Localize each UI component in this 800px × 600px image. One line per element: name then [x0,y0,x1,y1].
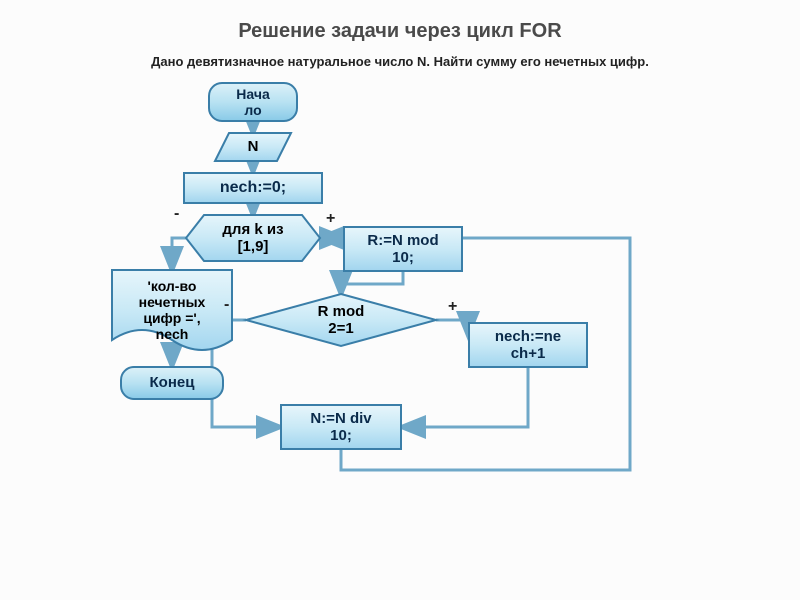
arrow-mod10-to-cond [341,272,403,294]
node-loop: для k из[1,9] [186,215,320,261]
node-increment: nech:=nech+1 [468,322,588,368]
node-start-label: Начало [236,86,269,118]
node-condition: R mod2=1 [246,294,436,346]
page-title: Решение задачи через цикл FOR [0,20,800,43]
arrow-cond-to-inc [436,320,468,335]
page-subtitle: Дано девятизначное натуральное число N. … [0,54,800,69]
node-condition-label: R mod2=1 [318,303,365,338]
node-end: Конец [120,366,224,400]
node-init: nech:=0; [183,172,323,204]
node-output-label: 'кол-вонечетныхцифр =',nech [139,278,206,342]
node-init-label: nech:=0; [220,179,286,197]
node-input-n-label: N [248,138,259,155]
node-mod10-label: R:=N mod10; [367,232,438,267]
node-div10-label: N:=N div10; [310,410,371,445]
arrow-inc-to-div10 [402,368,528,427]
node-mod10: R:=N mod10; [343,226,463,272]
node-start: Начало [208,82,298,122]
label-cond-minus: - [224,296,229,314]
label-cond-plus: + [448,298,457,316]
node-input-n: N [215,133,291,161]
arrow-loop-to-output [172,238,186,270]
node-div10: N:=N div10; [280,404,402,450]
node-output: 'кол-вонечетныхцифр =',nech [112,270,232,350]
node-increment-label: nech:=nech+1 [495,328,561,363]
label-loop-minus: - [174,205,179,223]
label-loop-plus: + [326,210,335,228]
node-end-label: Конец [150,374,195,391]
node-loop-label: для k из[1,9] [222,221,283,256]
